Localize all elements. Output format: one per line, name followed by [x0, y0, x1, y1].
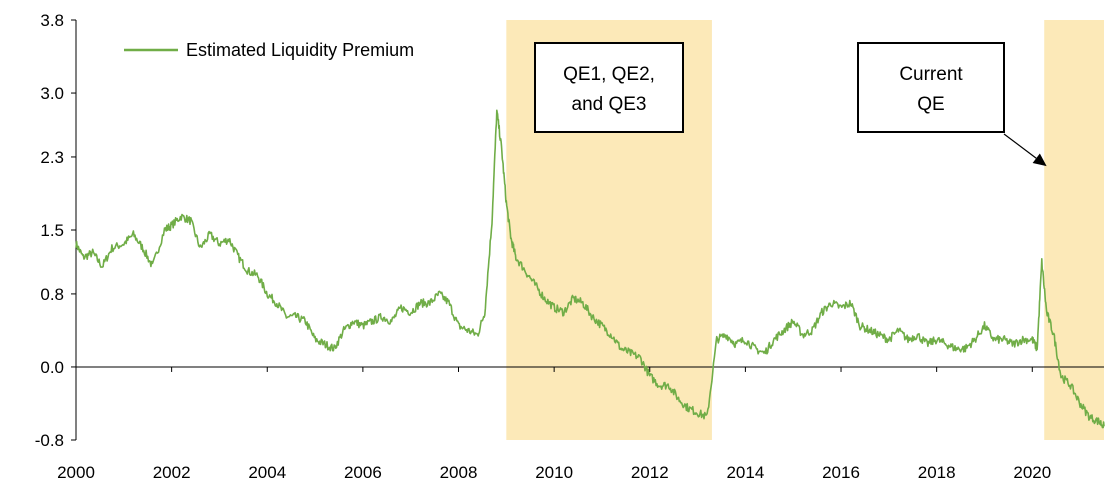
annotation-qe123-line-2: and QE3 — [572, 94, 647, 115]
annotation-arrow-line — [1003, 133, 1037, 159]
y-tick-label: 0.0 — [40, 358, 64, 377]
qe-shaded-region-2 — [1044, 20, 1104, 440]
x-tick-label: 2006 — [344, 463, 382, 482]
annotation-qe123-box — [534, 42, 684, 133]
x-tick-label: 2012 — [631, 463, 669, 482]
x-tick-label: 2004 — [248, 463, 286, 482]
series-line-1 — [75, 109, 1105, 429]
legend: Estimated Liquidity Premium — [124, 40, 414, 60]
y-tick-label: 1.5 — [40, 221, 64, 240]
annotation-current-qe-line-2: QE — [917, 94, 944, 115]
x-tick-label: 2016 — [822, 463, 860, 482]
series-layer — [75, 109, 1105, 429]
x-tick-label: 2000 — [57, 463, 95, 482]
y-tick-label: 3.0 — [40, 84, 64, 103]
annotation-qe123-line-1: QE1, QE2, — [563, 64, 655, 85]
annotation-qe123: QE1, QE2, and QE3 — [534, 42, 684, 133]
legend-label: Estimated Liquidity Premium — [186, 40, 414, 60]
annotation-current-qe: Current QE — [857, 42, 1047, 167]
x-tick-label: 2014 — [726, 463, 764, 482]
y-tick-label: 3.8 — [40, 11, 64, 30]
x-tick-label: 2018 — [918, 463, 956, 482]
annotation-arrow-head — [1032, 153, 1047, 167]
x-tick-label: 2008 — [440, 463, 478, 482]
annotation-current-qe-line-1: Current — [899, 64, 963, 85]
y-tick-label: 0.8 — [40, 285, 64, 304]
x-tick-label: 2010 — [535, 463, 573, 482]
y-tick-label: 2.3 — [40, 148, 64, 167]
x-axis: 2000 2002 2004 2006 2008 2010 2012 2014 2016 2018… — [57, 366, 1104, 482]
y-axis: 3.8 3.0 2.3 1.5 0.8 0.0 -0.8 — [35, 11, 77, 450]
y-tick-label: -0.8 — [35, 431, 64, 450]
annotation-current-qe-box — [857, 42, 1005, 133]
x-tick-label: 2002 — [153, 463, 191, 482]
x-tick-label: 2020 — [1013, 463, 1051, 482]
